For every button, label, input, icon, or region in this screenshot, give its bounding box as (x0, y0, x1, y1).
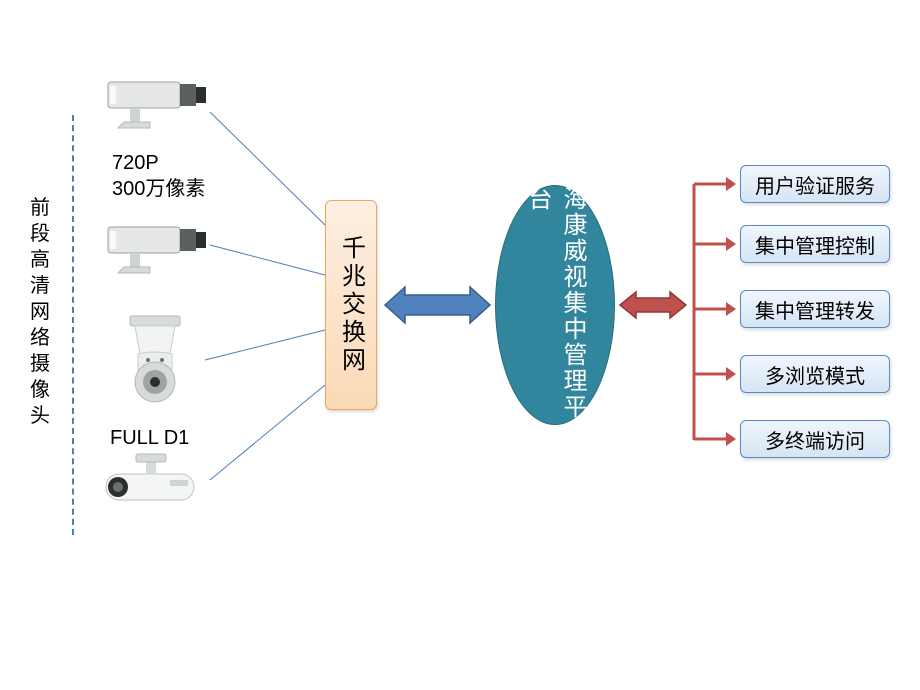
service-browse: 多浏览模式 (740, 355, 890, 393)
platform-label: 海康威视集中管理平台 (520, 186, 590, 424)
service-auth: 用户验证服务 (740, 165, 890, 203)
camera-label-720p: 720P 300万像素 (112, 150, 205, 202)
service-forward: 集中管理转发 (740, 290, 890, 328)
service-forward-label: 集中管理转发 (755, 295, 875, 324)
camera-label-720p-line2: 300万像素 (112, 176, 205, 202)
camera-label-fulld1: FULL D1 (110, 425, 189, 451)
service-control-label: 集中管理控制 (755, 230, 875, 259)
service-terminal: 多终端访问 (740, 420, 890, 458)
service-terminal-label: 多终端访问 (765, 425, 865, 454)
dashed-divider (72, 115, 74, 535)
left-vertical-label-text: 前段高清网络摄像头 (30, 197, 50, 427)
service-control: 集中管理控制 (740, 225, 890, 263)
service-browse-label: 多浏览模式 (765, 360, 865, 389)
gigabit-switch-label: 千兆交换网 (334, 235, 369, 375)
camera-tube (100, 450, 210, 520)
gigabit-switch-box: 千兆交换网 (325, 200, 377, 410)
camera-bullet-2 (100, 205, 210, 275)
camera-dome (100, 310, 210, 420)
camera-label-720p-line1: 720P (112, 150, 205, 176)
camera-label-fulld1-line1: FULL D1 (110, 425, 189, 451)
platform-ellipse: 海康威视集中管理平台 (495, 185, 615, 425)
camera-bullet-1 (100, 60, 210, 130)
left-vertical-label: 前段高清网络摄像头 (28, 195, 52, 429)
service-auth-label: 用户验证服务 (755, 170, 875, 199)
